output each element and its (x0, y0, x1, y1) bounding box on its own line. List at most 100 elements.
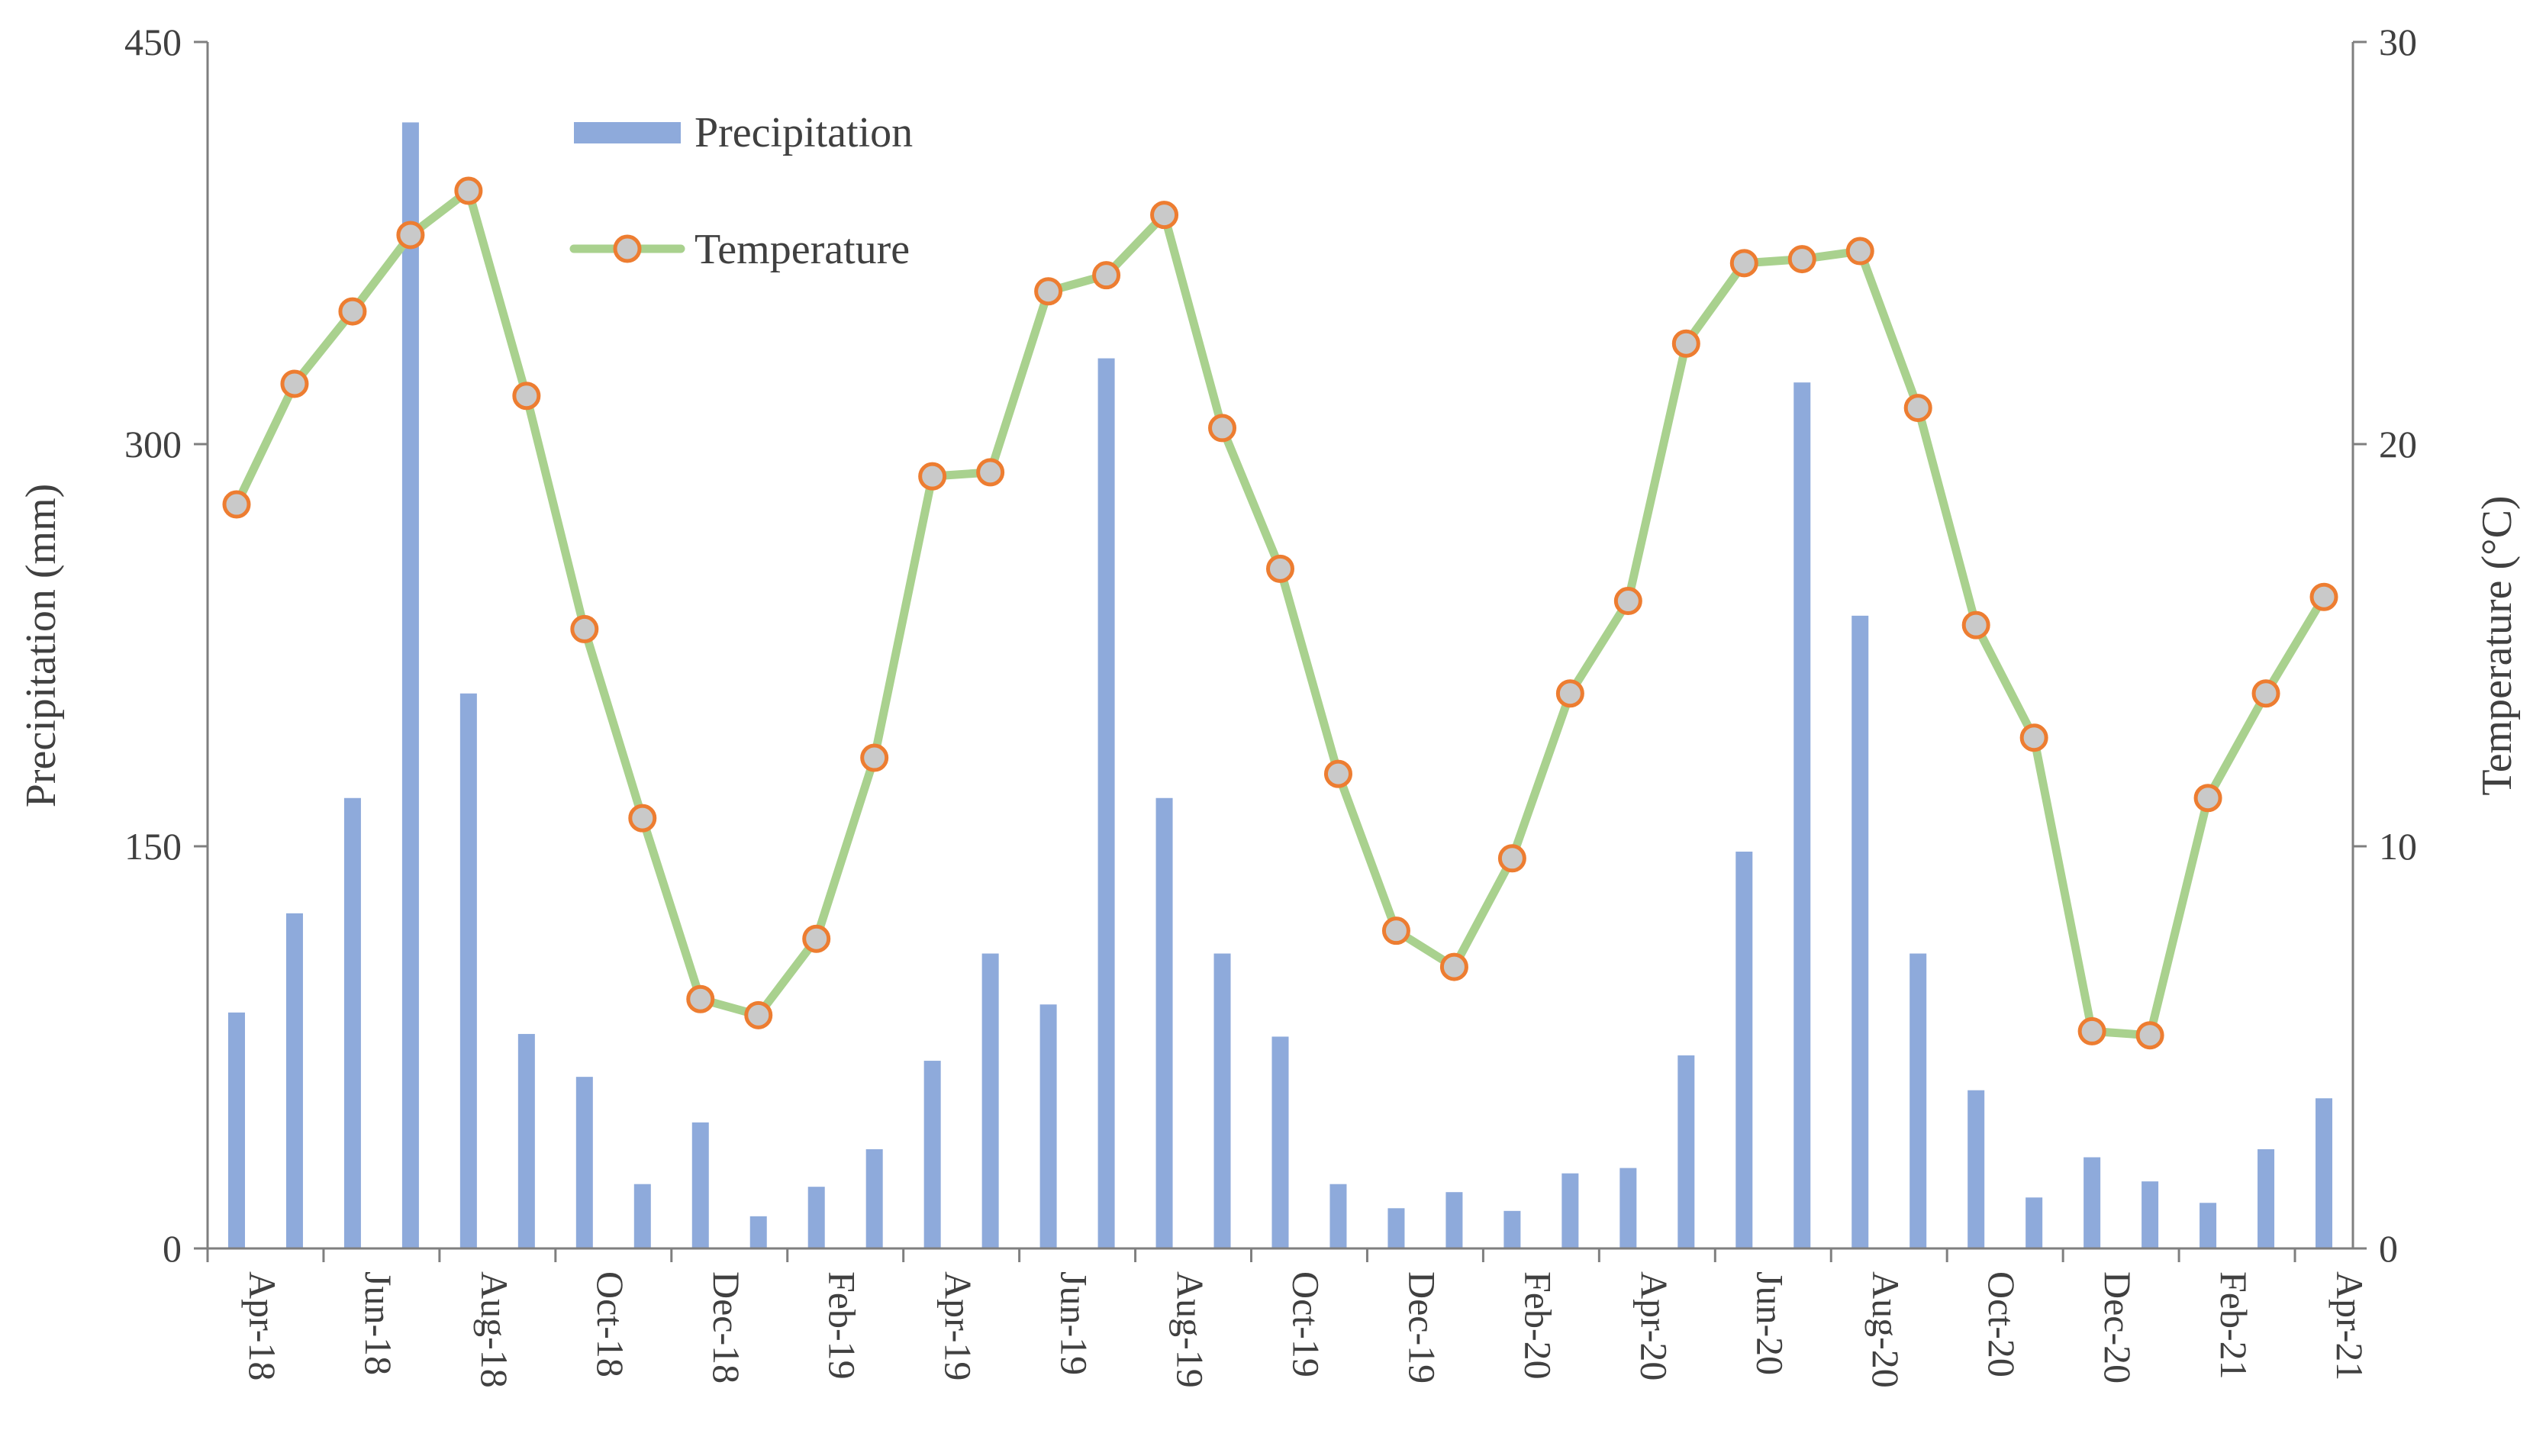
temperature-line-layer (222, 176, 2338, 1050)
precipitation-bar (1097, 358, 1115, 1248)
x-tick-label: Oct-18 (589, 1271, 632, 1377)
y2-tick-label: 20 (2379, 423, 2417, 465)
y-tick-label: 150 (124, 825, 182, 868)
precipitation-bar (517, 1033, 535, 1248)
temperature-point (2135, 1021, 2164, 1050)
precipitation-bar (865, 1149, 883, 1248)
temperature-point (1439, 952, 1468, 981)
temperature-point (1092, 261, 1121, 290)
temperature-point (2019, 723, 2048, 752)
temperature-point (1034, 277, 1063, 306)
precipitation-bar (343, 797, 361, 1248)
precipitation-bar (1968, 1090, 1985, 1248)
x-tick-label: Jun-18 (357, 1271, 400, 1375)
y2-axis-title: Temperature (°C) (2473, 495, 2521, 795)
precipitation-bar (459, 693, 477, 1248)
legend: Precipitation Temperature (569, 109, 913, 273)
left-y-ticks: 0 150 300 450 (124, 21, 208, 1270)
x-tick-label: Oct-20 (1980, 1271, 2023, 1377)
precipitation-bar (1735, 852, 1753, 1248)
x-tick-label: Dec-20 (2096, 1271, 2139, 1384)
temperature-point (1729, 249, 1758, 278)
temperature-point (512, 382, 541, 411)
temperature-point (1323, 759, 1352, 788)
legend-temperature-marker (613, 234, 642, 263)
y-tick-label: 300 (124, 423, 182, 465)
temperature-point (802, 924, 831, 953)
x-tick-label: Jun-20 (1748, 1271, 1791, 1375)
temperature-point (1381, 916, 1410, 945)
precipitation-bar (807, 1187, 825, 1248)
y2-tick-label: 30 (2379, 21, 2417, 63)
y-tick-label: 450 (124, 21, 182, 63)
precipitation-bar (1793, 382, 1811, 1248)
right-y-ticks: 0 10 20 30 (2353, 21, 2417, 1270)
temperature-point (1497, 844, 1526, 873)
x-tick-label: Apr-21 (2328, 1271, 2371, 1380)
temperature-point (1845, 237, 1874, 266)
precipitation-bar (1910, 953, 1927, 1248)
legend-precipitation-label: Precipitation (695, 109, 913, 156)
precipitation-bar (1213, 953, 1231, 1248)
temperature-point (1555, 679, 1584, 708)
precipitation-bar (401, 122, 419, 1248)
temperature-point (918, 462, 947, 491)
x-tick-label: Dec-18 (705, 1271, 748, 1384)
temperature-point (2077, 1016, 2106, 1045)
precipitation-bar (1851, 615, 1869, 1248)
temperature-point (628, 804, 657, 833)
temperature-point (222, 490, 251, 519)
x-tick-label: Feb-21 (2212, 1271, 2255, 1380)
x-tick-label: Aug-20 (1864, 1271, 1907, 1388)
x-tick-label: Aug-18 (473, 1271, 516, 1388)
temperature-point (1903, 394, 1932, 423)
precipitation-bar (285, 913, 303, 1248)
temperature-point (1266, 554, 1294, 583)
temperature-point (2251, 679, 2280, 708)
precipitation-bar (1561, 1173, 1579, 1248)
temperature-point (976, 458, 1005, 487)
y-axis-title: Precipitation (mm) (18, 484, 65, 808)
y2-tick-label: 10 (2379, 825, 2417, 868)
precipitation-bar (2258, 1149, 2275, 1248)
temperature-line (232, 186, 2328, 1040)
temperature-point (1787, 245, 1816, 274)
temperature-point (1150, 201, 1179, 230)
precipitation-bar (923, 1061, 941, 1248)
precipitation-bar (1155, 797, 1173, 1248)
precipitation-bar (1503, 1210, 1521, 1248)
temperature-point (280, 369, 309, 398)
x-tick-label: Apr-20 (1632, 1271, 1675, 1380)
x-tick-label: Oct-19 (1285, 1271, 1328, 1377)
temperature-point (1671, 329, 1700, 358)
precipitation-bar (749, 1216, 767, 1248)
precipitation-bar (575, 1077, 593, 1248)
temperature-point (1613, 587, 1642, 616)
x-tick-label: Dec-19 (1400, 1271, 1443, 1384)
temperature-point (860, 743, 889, 772)
temperature-point (2193, 784, 2222, 813)
temperature-point (1961, 610, 1990, 639)
x-tick-label: Feb-19 (821, 1271, 864, 1380)
precipitation-bar (1329, 1184, 1347, 1248)
precipitation-bars (227, 122, 2333, 1248)
x-tick-label: Jun-19 (1053, 1271, 1096, 1375)
precipitation-bar (691, 1122, 709, 1248)
precipitation-bar (633, 1184, 651, 1248)
temperature-point (1208, 414, 1237, 443)
precipitation-bar (2084, 1157, 2101, 1248)
y2-tick-label: 0 (2379, 1227, 2398, 1270)
temperature-point (686, 984, 715, 1013)
precipitation-bar (2316, 1098, 2333, 1248)
temperature-point (454, 176, 483, 205)
precipitation-bar (1677, 1055, 1695, 1248)
temperature-point (570, 614, 599, 643)
precipitation-bar (1039, 1004, 1057, 1248)
temperature-point (396, 221, 425, 250)
temperature-point (744, 1000, 773, 1029)
precipitation-bar (1387, 1208, 1405, 1248)
temperature-point (338, 297, 367, 326)
precipitation-bar (1445, 1192, 1463, 1248)
legend-temperature-label: Temperature (695, 226, 910, 273)
